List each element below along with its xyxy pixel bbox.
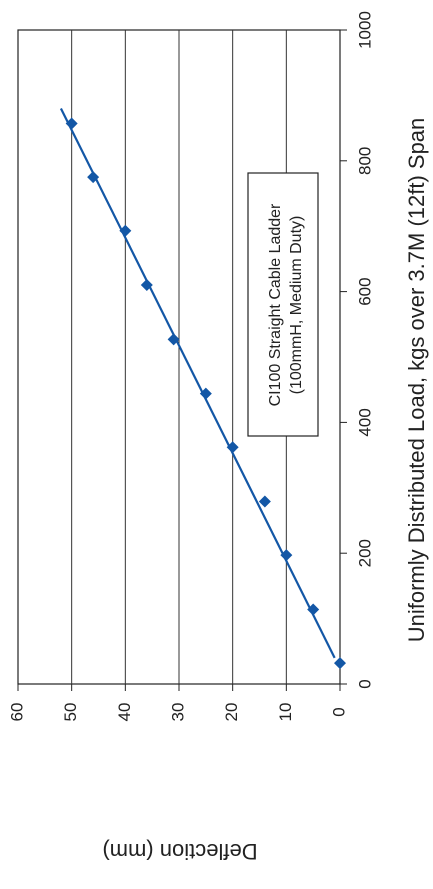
y-tick-label: 20 [222, 703, 241, 722]
data-point [307, 603, 320, 616]
y-tick-label: 50 [61, 703, 80, 722]
data-point [334, 657, 346, 670]
x-tick-label: 1000 [355, 11, 374, 49]
annotation-line-2: (100mmH, Medium Duty) [288, 216, 305, 395]
x-tick-label: 400 [355, 408, 374, 436]
grid-lines [71, 30, 287, 684]
y-tick-label: 60 [7, 703, 26, 722]
data-point [226, 441, 239, 454]
x-axis-title: Uniformly Distributed Load, kgs over 3.7… [404, 118, 429, 643]
x-tick-label: 600 [355, 277, 374, 305]
data-point [199, 387, 212, 400]
y-tick-label: 30 [168, 703, 187, 722]
x-tick-label: 800 [355, 147, 374, 175]
trendline-layer [59, 107, 336, 659]
data-point [280, 549, 293, 562]
y-tick-label: 0 [329, 707, 348, 716]
trendline [59, 107, 336, 659]
y-tick-label: 40 [115, 703, 134, 722]
annotation-border [247, 172, 319, 437]
data-point [65, 117, 78, 130]
data-point [258, 495, 271, 508]
data-point [140, 279, 153, 292]
data-point [87, 171, 100, 184]
y-axis-ticks: 0 10 20 30 40 50 60 [7, 684, 348, 721]
y-axis-title: Deflection (mm) [102, 839, 257, 864]
x-tick-label: 0 [355, 679, 374, 688]
data-points [65, 117, 346, 670]
x-axis-ticks: 0 200 400 600 800 1000 [340, 11, 374, 689]
data-point [167, 333, 180, 346]
y-tick-label: 10 [276, 703, 295, 722]
x-tick-label: 200 [355, 539, 374, 567]
data-point [119, 224, 132, 237]
annotation-box: CI100 Straight Cable Ladder (100mmH, Med… [247, 172, 319, 437]
annotation-line-1: CI100 Straight Cable Ladder [267, 203, 284, 406]
